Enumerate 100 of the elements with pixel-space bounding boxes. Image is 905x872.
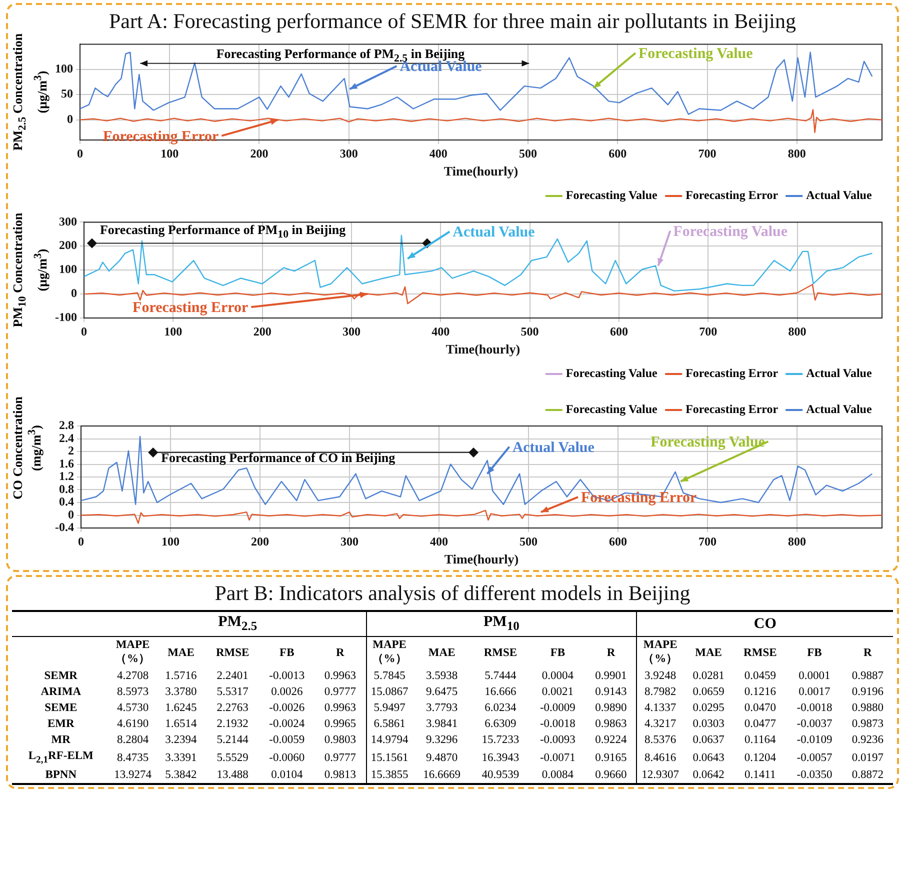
x-tick-label: 300 [342,324,360,338]
y-tick-label: 1.6 [58,456,74,470]
x-tick-label: 800 [788,324,806,338]
data-label: 3.9841 [425,717,459,732]
data-label: 16.6669 [412,767,472,784]
data-label: 0.0642 [683,767,734,784]
data-label: 0.9873 [850,717,885,732]
data-label: 5.2144 [216,733,250,748]
data-label: 6.0234 [484,701,518,716]
annotation: Forecasting Performance of PM$_{10}$ in Beijing [100,222,346,241]
data-label: 0.9660 [586,767,637,784]
data-label: 0.1204 [743,750,777,766]
x-tick-label: 300 [340,534,358,548]
data-label: 16.666 [484,685,518,700]
text: R [606,646,616,660]
data-label: 8.5376 [636,732,684,748]
data-label: 0.0104 [258,767,315,784]
x-tick-label: 200 [253,324,272,338]
data-label: 0.9196 [850,685,885,700]
category-label: ARIMA [40,685,82,700]
annotation: Forecasting Error [581,490,698,506]
category-label: MR [50,733,72,748]
y-tick-label: 2.4 [58,430,74,445]
y-tick-label: 2.8 [58,418,74,432]
legend-label: Forecasting Error [686,188,779,202]
data-label: 1.5716 [164,669,198,684]
text: MAE [166,646,196,660]
data-label: 5.7845 [366,668,413,684]
data-label: 0.9813 [314,767,366,784]
x-tick-label: 300 [340,146,358,160]
data-label: -0.0350 [786,767,842,784]
text: CO [636,611,893,636]
data-label: -0.0018 [538,717,576,732]
data-label: 3.3780 [164,685,198,700]
data-label: -0.0026 [268,701,306,716]
data-label: 5.5317 [216,685,250,700]
data-label: 4.6190 [116,717,150,732]
x-tick-label: 400 [429,146,448,160]
text: PM$_{10}$ [366,611,637,636]
category-label: L$_{2,1}$RF-ELM [27,749,94,768]
y-tick-label: 0.4 [58,494,74,509]
data-label: 0.9901 [594,669,628,684]
text: Part B: Indicators analysis of different models in Beijing [214,581,692,606]
x-tick-label: 100 [161,534,180,548]
annotation: Forecasting Performance of CO in Beijing [161,450,396,466]
data-label: 6.5861 [366,716,413,732]
data-label: 0.0637 [692,733,726,748]
data-label: 4.5730 [116,701,150,716]
y-tick-label: 0 [68,507,74,522]
data-label: 0.0026 [270,685,304,700]
text: MAPE（%） [366,636,413,668]
annotation: Actual Value [452,224,536,241]
data-label: 13.488 [206,767,259,784]
data-label: 0.1164 [744,733,777,748]
text: MAE [694,646,723,660]
data-label: -0.0059 [268,733,306,748]
x-tick-label: 200 [250,146,268,160]
data-label: -0.0013 [268,669,306,684]
x-tick-label: 500 [520,324,539,338]
text: R [862,646,873,660]
x-tick-label: 800 [788,534,806,548]
data-label: 0.9880 [850,701,885,716]
data-label: -0.0093 [538,733,576,748]
text: FB [549,646,566,660]
data-label: 13.9274 [110,767,156,784]
x-tick-label: 200 [250,534,269,548]
data-label: 0.0477 [743,717,777,732]
data-label: 14.9794 [366,732,413,748]
data-label: -0.0060 [268,750,306,766]
data-label: 0.9165 [594,750,628,766]
legend-label: Forecasting Error [686,402,779,416]
text: FB [278,646,296,660]
annotation: Forecasting Value [638,46,754,62]
legend-label: Actual Value [806,402,872,416]
data-label: -0.0018 [796,701,834,716]
data-label: 3.3391 [164,750,198,766]
data-label: 12.9307 [636,767,684,784]
legend-label: Actual Value [806,366,872,380]
annotation: Forecasting Value [650,434,766,450]
data-label: 0.0295 [692,701,726,716]
data-label: 15.7233 [480,733,520,748]
data-label: 8.2804 [116,733,150,748]
data-label: -0.0009 [538,701,576,716]
text: R [335,646,346,660]
y-tick-label: -0.4 [54,520,74,534]
data-label: 0.0281 [692,669,726,684]
y-tick-label: 100 [55,62,73,76]
y-tick-label: 0.8 [58,482,74,496]
annotation: Forecasting Value [673,224,788,240]
data-label: 0.0643 [692,750,726,766]
data-label: 3.2394 [164,733,198,748]
data-label: 9.6475 [425,685,459,700]
data-label: 0.0470 [743,701,777,716]
data-label: 9.3296 [425,733,459,748]
data-label: 0.0197 [850,750,885,766]
annotation: Forecasting Error [132,300,249,316]
data-label: 2.2401 [216,669,250,684]
data-label: 4.2708 [116,669,150,684]
text: MAPE（%） [636,636,684,668]
x-tick-label: 0 [80,324,87,338]
